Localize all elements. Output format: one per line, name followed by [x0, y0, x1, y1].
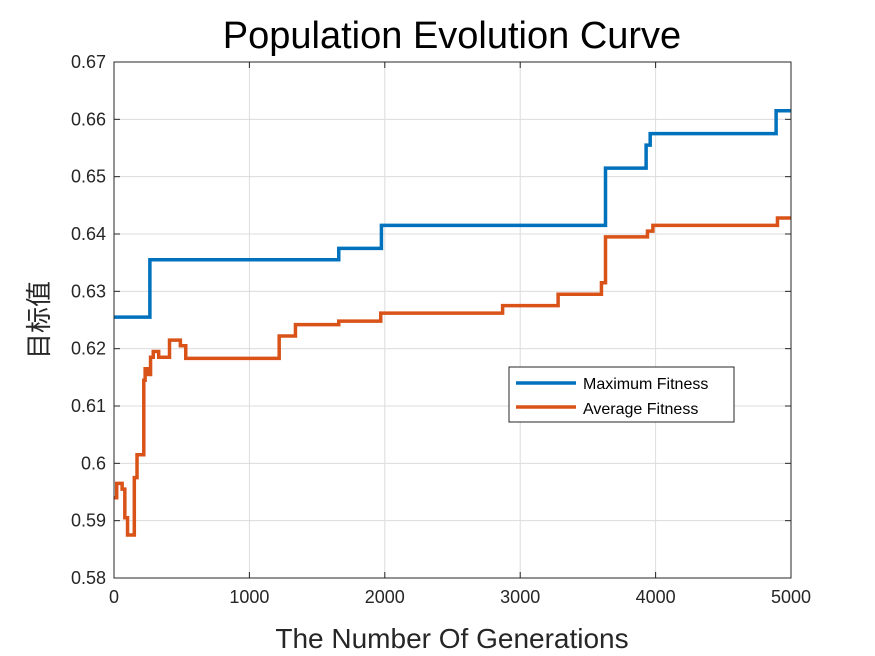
legend-label-maximum-fitness: Maximum Fitness — [583, 376, 708, 393]
x-axis-ticks: 0 1000 2000 3000 4000 5000 — [109, 62, 811, 607]
y-tick-label: 0.59 — [71, 511, 106, 531]
y-axis-ticks: 0.58 0.59 0.6 0.61 0.62 0.63 0.64 0.65 0.66 0.67 — [71, 52, 791, 588]
y-tick-label: 0.6 — [81, 453, 106, 473]
y-tick-label: 0.65 — [71, 167, 106, 187]
series-layer — [114, 108, 791, 537]
plot-frame — [113, 61, 792, 579]
legend: Maximum Fitness Average Fitness — [508, 366, 735, 423]
x-axis-label: The Number Of Generations — [275, 623, 628, 654]
plot-background — [114, 62, 791, 578]
chart-title: Population Evolution Curve — [223, 15, 681, 57]
legend-label-average-fitness: Average Fitness — [583, 401, 698, 418]
x-tick-label: 2000 — [365, 587, 405, 607]
y-tick-label: 0.58 — [71, 568, 106, 588]
x-tick-label: 5000 — [771, 587, 811, 607]
y-axis-label: 目标值 — [25, 281, 55, 359]
y-tick-label: 0.64 — [71, 224, 106, 244]
y-tick-label: 0.66 — [71, 109, 106, 129]
series-line-average-fitness — [114, 216, 791, 537]
series-line-maximum-fitness — [114, 108, 791, 319]
y-tick-label: 0.67 — [71, 52, 106, 72]
x-tick-label: 1000 — [229, 587, 269, 607]
legend-box — [508, 366, 735, 423]
y-tick-label: 0.62 — [71, 339, 106, 359]
x-tick-label: 3000 — [500, 587, 540, 607]
y-tick-label: 0.61 — [71, 396, 106, 416]
y-tick-label: 0.63 — [71, 281, 106, 301]
x-tick-label: 0 — [109, 587, 119, 607]
x-tick-label: 4000 — [636, 587, 676, 607]
